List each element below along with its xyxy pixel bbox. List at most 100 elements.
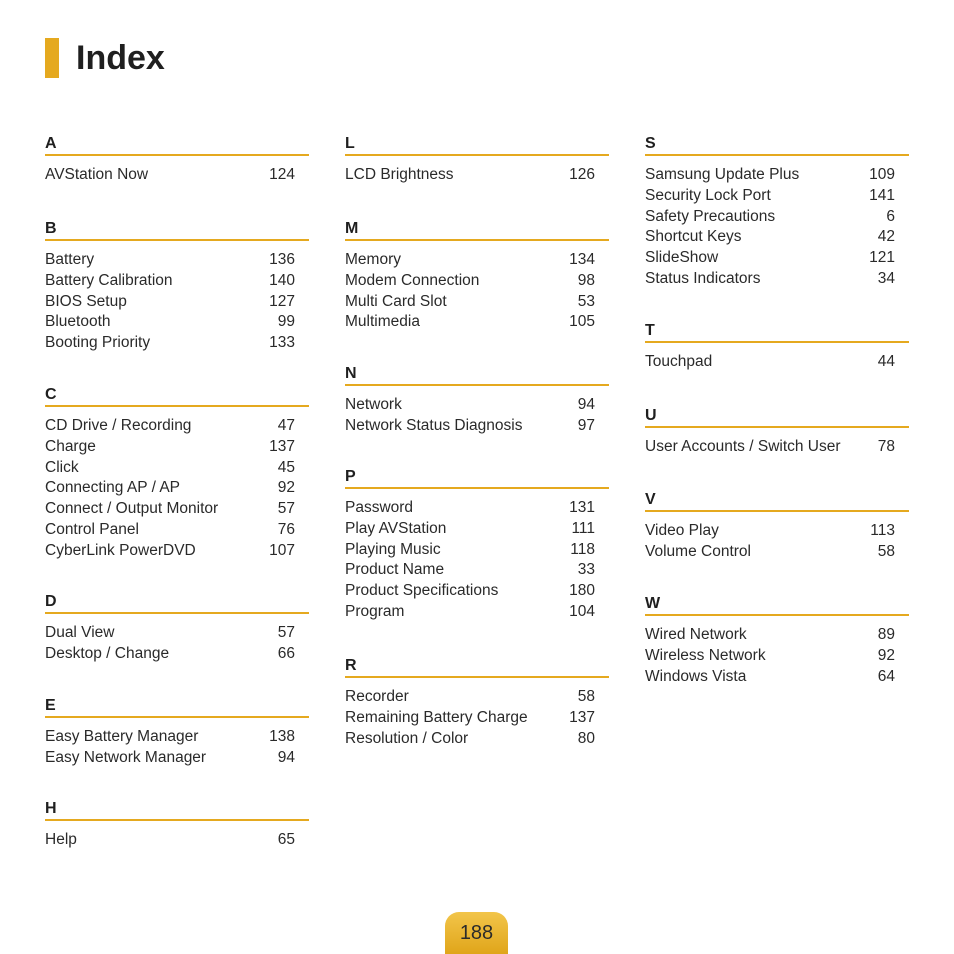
index-entry[interactable]: Product Name 33 xyxy=(345,560,609,581)
index-entry[interactable]: AVStation Now 124 xyxy=(45,165,309,186)
index-entry[interactable]: Multimedia 105 xyxy=(345,312,609,333)
index-entry-term: Charge xyxy=(45,437,96,455)
index-entry[interactable]: Control Panel 76 xyxy=(45,520,309,541)
index-entry[interactable]: Volume Control 58 xyxy=(645,542,909,563)
section-divider xyxy=(645,426,909,428)
index-entry[interactable]: Playing Music 118 xyxy=(345,540,609,561)
index-entry[interactable]: CyberLink PowerDVD 107 xyxy=(45,541,309,562)
index-entry[interactable]: CD Drive / Recording 47 xyxy=(45,416,309,437)
index-entry[interactable]: Network Status Diagnosis 97 xyxy=(345,416,609,437)
index-entry-term: Connect / Output Monitor xyxy=(45,500,219,518)
section-divider xyxy=(645,614,909,616)
index-entry[interactable]: Status Indicators 34 xyxy=(645,269,909,290)
index-entry[interactable]: User Accounts / Switch User 78 xyxy=(645,437,909,458)
index-entry[interactable]: Wireless Network 92 xyxy=(645,646,909,667)
index-entry[interactable]: Samsung Update Plus 109 xyxy=(645,165,909,186)
index-entry-page: 121 xyxy=(869,249,895,267)
index-entry-page: 58 xyxy=(577,688,595,705)
section-letter: H xyxy=(45,800,57,817)
index-entry[interactable]: Battery Calibration 140 xyxy=(45,271,309,292)
index-entry-page: 53 xyxy=(577,292,595,310)
index-entry[interactable]: Security Lock Port 141 xyxy=(645,186,909,207)
index-entry[interactable]: Battery 136 xyxy=(45,250,309,271)
index-entry-term: Network Status Diagnosis xyxy=(345,416,523,434)
index-entry-page: 34 xyxy=(877,269,895,287)
index-entry[interactable]: LCD Brightness 126 xyxy=(345,165,609,186)
index-entry[interactable]: Desktop / Change 66 xyxy=(45,644,309,665)
index-entry[interactable]: Charge 137 xyxy=(45,437,309,458)
index-entry[interactable]: Wired Network 89 xyxy=(645,625,909,646)
section-letter: N xyxy=(345,365,357,382)
index-entry[interactable]: Dual View 57 xyxy=(45,623,309,644)
index-entry[interactable]: Touchpad 44 xyxy=(645,352,909,373)
index-entry[interactable]: Shortcut Keys 42 xyxy=(645,227,909,248)
index-entry-term: SlideShow xyxy=(645,249,719,267)
index-entry-page: 33 xyxy=(577,561,595,579)
index-entry-term: Windows Vista xyxy=(645,667,747,685)
index-entry[interactable]: Booting Priority 133 xyxy=(45,333,309,354)
index-section-b: B Battery 136 Battery Calibration 140 BIOS Se… xyxy=(45,218,309,354)
index-entry-term: Volume Control xyxy=(645,542,751,560)
index-entry[interactable]: Multi Card Slot 53 xyxy=(345,292,609,313)
section-letter: C xyxy=(45,386,57,403)
index-entry-term: Network xyxy=(345,396,402,413)
index-entry[interactable]: Password 131 xyxy=(345,498,609,519)
index-entry-term: Recorder xyxy=(345,688,409,705)
index-entry[interactable]: Safety Precautions 6 xyxy=(645,207,909,228)
index-entry-term: LCD Brightness xyxy=(345,166,454,183)
index-entry[interactable]: Modem Connection 98 xyxy=(345,271,609,292)
index-entry[interactable]: Windows Vista 64 xyxy=(645,667,909,688)
index-entry[interactable]: Program 104 xyxy=(345,602,609,623)
section-letter: D xyxy=(45,593,57,610)
title-accent-bar xyxy=(45,38,59,78)
index-entry[interactable]: Network 94 xyxy=(345,395,609,416)
index-entry[interactable]: Resolution / Color 80 xyxy=(345,729,609,750)
index-entry[interactable]: Remaining Battery Charge 137 xyxy=(345,708,609,729)
index-entry-page: 66 xyxy=(277,644,295,662)
index-entry-term: Password xyxy=(345,499,414,516)
index-section-d: D Dual View 57 Desktop / Change 66 xyxy=(45,591,309,665)
index-section-r: R Recorder 58 Remaining Battery Charge 137 Re… xyxy=(345,655,609,749)
index-entry-term: Wireless Network xyxy=(645,646,766,664)
index-entry[interactable]: Easy Network Manager 94 xyxy=(45,748,309,769)
index-entry[interactable]: Connect / Output Monitor 57 xyxy=(45,499,309,520)
index-entry[interactable]: BIOS Setup 127 xyxy=(45,292,309,313)
index-entry-page: 64 xyxy=(877,667,895,685)
index-entry-page: 97 xyxy=(577,416,595,434)
index-entry-term: Control Panel xyxy=(45,520,139,538)
index-entry[interactable]: Video Play 113 xyxy=(645,521,909,542)
index-entry-term: Product Specifications xyxy=(345,582,499,600)
index-entry-term: Click xyxy=(45,458,79,476)
index-entry-page: 126 xyxy=(569,166,595,183)
section-divider xyxy=(45,405,309,407)
index-entry-term: Playing Music xyxy=(345,540,441,558)
index-entry[interactable]: Click 45 xyxy=(45,458,309,479)
index-entry-page: 80 xyxy=(577,729,595,747)
section-divider xyxy=(345,239,609,241)
section-letter: A xyxy=(45,135,57,152)
index-entry-term: Status Indicators xyxy=(645,269,761,287)
section-letter: B xyxy=(45,220,57,237)
index-entry-page: 94 xyxy=(277,748,295,766)
section-divider xyxy=(345,154,609,156)
page-number: 188 xyxy=(459,921,494,944)
index-entry[interactable]: Memory 134 xyxy=(345,250,609,271)
index-entry-term: Connecting AP / AP xyxy=(45,479,181,497)
index-entry[interactable]: Recorder 58 xyxy=(345,687,609,708)
index-entry[interactable]: Easy Battery Manager 138 xyxy=(45,727,309,748)
index-entry[interactable]: Help 65 xyxy=(45,830,309,851)
section-letter: M xyxy=(345,220,359,237)
index-entry-page: 140 xyxy=(269,271,295,289)
index-entry[interactable]: Product Specifications 180 xyxy=(345,581,609,602)
index-entry-page: 137 xyxy=(269,437,295,455)
index-entry-term: Easy Network Manager xyxy=(45,748,207,766)
section-divider xyxy=(345,384,609,386)
index-section-e: E Easy Battery Manager 138 Easy Network Man… xyxy=(45,695,309,769)
index-entry-term: Resolution / Color xyxy=(345,729,469,747)
index-entry[interactable]: Play AVStation 111 xyxy=(345,519,609,540)
index-entry-term: CyberLink PowerDVD xyxy=(45,541,196,559)
index-entry[interactable]: SlideShow 121 xyxy=(645,248,909,269)
index-entry[interactable]: Bluetooth 99 xyxy=(45,312,309,333)
index-entry-page: 141 xyxy=(869,186,895,204)
index-entry[interactable]: Connecting AP / AP 92 xyxy=(45,478,309,499)
